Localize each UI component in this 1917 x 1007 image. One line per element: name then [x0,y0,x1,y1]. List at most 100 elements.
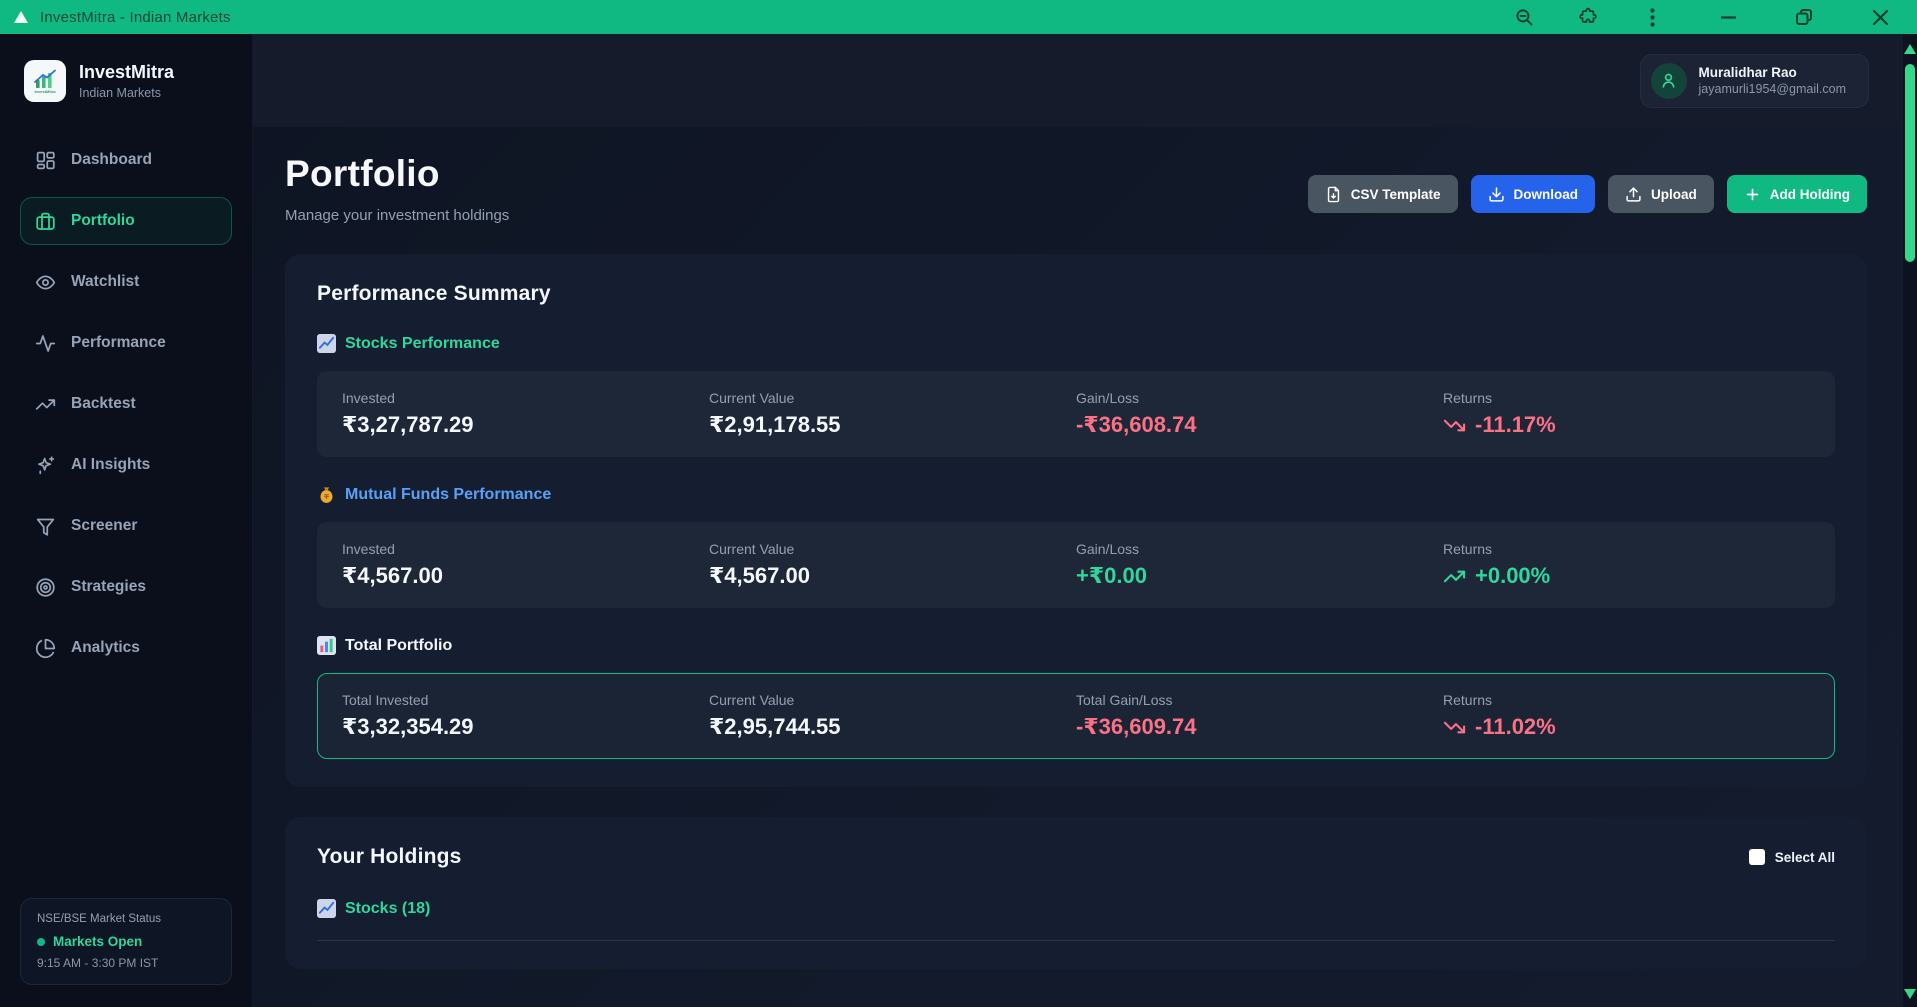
select-all-label: Select All [1774,849,1835,865]
market-status-text: Markets Open [53,934,143,949]
sidebar-item-label: Performance [71,334,166,351]
sidebar-item-label: Dashboard [71,151,152,168]
titlebar: InvestMitra - Indian Markets [0,0,1917,34]
main-area: Muralidhar Rao jayamurli1954@gmail.com P… [253,34,1903,1007]
trending-down-icon [1443,721,1466,733]
user-profile-chip[interactable]: Muralidhar Rao jayamurli1954@gmail.com [1639,53,1869,108]
market-status-title: NSE/BSE Market Status [37,913,161,925]
select-all-control[interactable]: Select All [1748,849,1835,865]
avatar [1650,62,1687,99]
sidebar-item-analytics[interactable]: Analytics [20,624,232,672]
minimize-button[interactable] [1705,0,1751,34]
csv-template-label: CSV Template [1350,186,1441,202]
download-icon [1488,186,1504,202]
sidebar-item-dashboard[interactable]: Dashboard [20,136,232,184]
stat-returns: Returns -11.02% [1443,692,1556,739]
restore-button[interactable] [1781,0,1827,34]
scroll-up-arrow[interactable] [1904,44,1916,54]
market-hours: 9:15 AM - 3:30 PM IST [37,956,159,970]
brand: InvestMitra InvestMitra Indian Markets [20,60,232,102]
sidebar-item-label: Backtest [71,395,136,412]
sidebar-item-backtest[interactable]: Backtest [20,380,232,428]
trending-down-icon [1443,419,1466,431]
stat-current-value: Current Value ₹2,91,178.55 [709,390,841,437]
stocks-performance-heading: Stocks Performance [345,334,500,352]
csv-template-button[interactable]: CSV Template [1307,175,1458,213]
sidebar-item-screener[interactable]: Screener [20,502,232,550]
sidebar-item-label: Screener [71,517,138,534]
page-subtitle: Manage your investment holdings [285,207,510,224]
svg-text:InvestMitra: InvestMitra [34,89,56,94]
stat-returns: Returns -11.17% [1443,390,1556,437]
download-label: Download [1513,186,1579,202]
scrollbar-thumb[interactable] [1905,64,1915,262]
close-button[interactable] [1857,0,1903,34]
stat-total-gain-loss: Total Gain/Loss -₹36,609.74 [1076,692,1197,739]
chart-increasing-emoji-icon [317,899,336,918]
activity-icon [35,334,56,352]
total-portfolio-heading: Total Portfolio [345,636,453,654]
performance-summary-card: Performance Summary Stocks Performance I… [285,254,1867,787]
filter-icon [36,518,55,536]
bar-chart-emoji-icon [317,636,336,655]
mutual-funds-performance-heading: Mutual Funds Performance [345,485,552,503]
stat-invested: Invested ₹3,27,787.29 [342,390,474,437]
stocks-holdings-heading: Stocks (18) [345,899,431,917]
sidebar-item-label: AI Insights [71,456,151,473]
performance-summary-title: Performance Summary [317,282,551,305]
sidebar-item-label: Watchlist [71,273,140,290]
trending-up-icon [1443,570,1466,582]
upload-button[interactable]: Upload [1608,175,1714,213]
market-open-dot [37,937,45,946]
sidebar-nav: Dashboard Portfolio Watchlist Performanc… [20,136,232,672]
stat-gain-loss: Gain/Loss -₹36,608.74 [1076,390,1197,437]
brand-logo-icon: InvestMitra [24,60,66,102]
user-icon [1662,73,1675,88]
trending-up-icon [35,398,56,410]
sidebar-item-strategies[interactable]: Strategies [20,563,232,611]
menu-kebab-icon[interactable] [1629,0,1675,34]
sidebar-item-ai-insights[interactable]: AI Insights [20,441,232,489]
briefcase-icon [36,212,55,230]
total-portfolio-row: Total Invested ₹3,32,354.29 Current Valu… [317,673,1835,759]
your-holdings-title: Your Holdings [317,845,462,868]
add-holding-button[interactable]: Add Holding [1726,175,1867,213]
brand-subtitle: Indian Markets [79,85,161,100]
scroll-down-arrow[interactable] [1904,989,1916,999]
stat-invested: Invested ₹4,567.00 [342,541,443,588]
eye-icon [35,274,56,290]
page-title: Portfolio [285,153,440,194]
sidebar-item-label: Strategies [71,578,146,595]
your-holdings-card: Your Holdings Select All Stocks (18) [285,817,1867,969]
upload-label: Upload [1651,186,1697,202]
brand-name: InvestMitra [79,62,175,83]
mutual-funds-performance-row: Invested ₹4,567.00 Current Value ₹4,567.… [317,522,1835,608]
sidebar-item-label: Analytics [71,639,140,656]
stat-current-value: Current Value ₹4,567.00 [709,541,810,588]
user-name: Muralidhar Rao [1698,65,1797,80]
upload-icon [1626,186,1641,202]
app-triangle-icon [14,11,28,23]
money-bag-emoji-icon [320,487,333,503]
main-header: Muralidhar Rao jayamurli1954@gmail.com [253,34,1903,127]
chart-increasing-emoji-icon [317,334,336,353]
user-email: jayamurli1954@gmail.com [1698,82,1846,96]
dashboard-icon [36,151,55,169]
plus-icon [1746,188,1759,200]
page-actions: CSV Template Download Upload [1307,175,1867,213]
sidebar-item-watchlist[interactable]: Watchlist [20,258,232,306]
scrollbar[interactable] [1903,34,1917,1007]
stocks-performance-row: Invested ₹3,27,787.29 Current Value ₹2,9… [317,371,1835,457]
sidebar: InvestMitra InvestMitra Indian Markets D… [0,34,253,1007]
pie-chart-icon [35,638,56,658]
stat-current-value: Current Value ₹2,95,744.55 [709,692,841,739]
stat-gain-loss: Gain/Loss +₹0.00 [1076,541,1147,588]
sidebar-item-label: Portfolio [71,212,135,229]
zoom-out-icon[interactable] [1501,0,1547,34]
download-button[interactable]: Download [1470,175,1596,213]
sidebar-item-performance[interactable]: Performance [20,319,232,367]
holdings-divider [317,940,1835,941]
select-all-checkbox[interactable] [1748,849,1765,865]
sidebar-item-portfolio[interactable]: Portfolio [20,197,232,245]
extensions-icon[interactable] [1565,0,1611,34]
